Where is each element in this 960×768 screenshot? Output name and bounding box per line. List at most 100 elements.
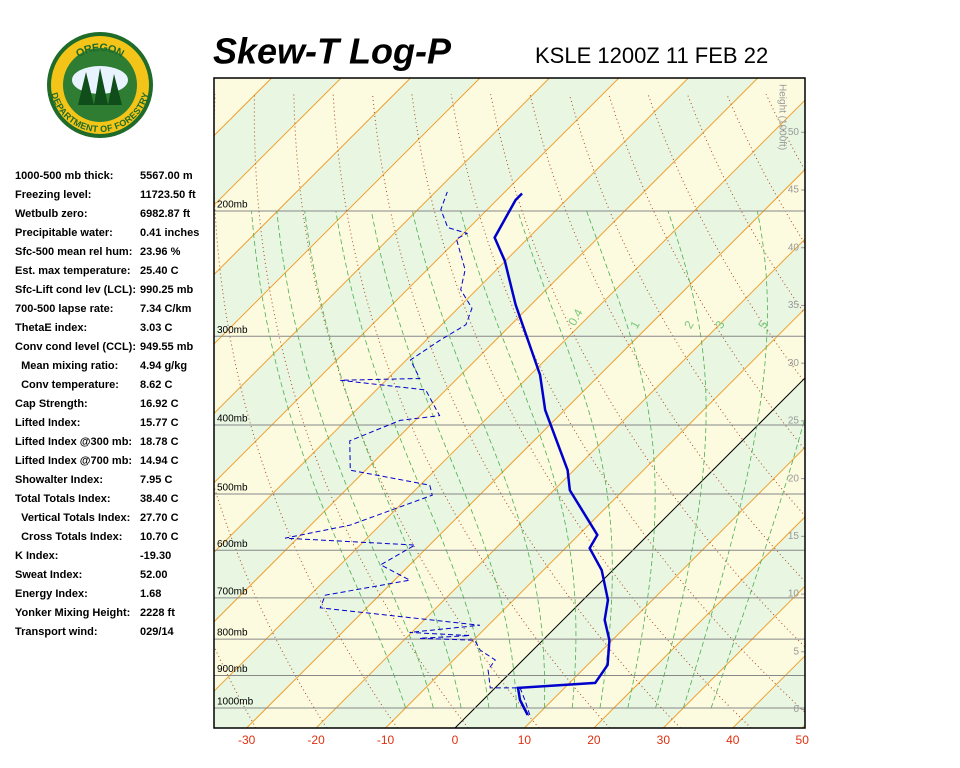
pressure-label: 600mb	[217, 539, 248, 550]
index-value: 14.94 C	[140, 455, 179, 467]
index-label: Yonker Mixing Height:	[15, 607, 130, 619]
index-label: Mean mixing ratio:	[15, 360, 118, 372]
pressure-label: 400mb	[217, 414, 248, 425]
index-value: 5567.00 m	[140, 170, 193, 182]
index-label: Sweat Index:	[15, 569, 82, 581]
index-value: 52.00	[140, 569, 168, 581]
isotherm	[214, 78, 550, 415]
index-label: Sfc-Lift cond lev (LCL):	[15, 284, 136, 296]
index-value: -19.30	[140, 550, 171, 562]
dry-adiabat	[529, 94, 805, 583]
chart-subtitle: KSLE 1200Z 11 FEB 22	[535, 43, 768, 68]
x-tick-label: 20	[587, 733, 601, 747]
dry-adiabat	[411, 94, 752, 728]
pressure-label: 500mb	[217, 483, 248, 494]
indices-table: 1000-500 mb thick: 5567.00 m Freezing leve…	[15, 170, 199, 638]
height-tick-label: 10	[788, 589, 800, 600]
index-value: 6982.87 ft	[140, 208, 190, 220]
isotherm-band	[214, 100, 805, 728]
moist-adiabat	[460, 210, 577, 709]
dry-adiabat	[924, 94, 960, 728]
isotherm-band	[214, 78, 805, 692]
index-value: 11723.50 ft	[140, 189, 196, 201]
index-label: Cross Totals Index:	[15, 531, 122, 543]
height-tick-label: 35	[788, 300, 800, 311]
index-value: 990.25 mb	[140, 284, 193, 296]
index-value: 4.94 g/kg	[140, 360, 187, 372]
isotherm	[524, 446, 805, 728]
logo: OREGON DEPARTMENT OF FORESTRY	[47, 32, 153, 138]
x-tick-label: -30	[238, 733, 256, 747]
isotherm	[246, 168, 805, 728]
index-label: Freezing level:	[15, 189, 91, 201]
logo-top-text: OREGON	[74, 42, 126, 61]
dry-adiabat	[293, 94, 540, 728]
moist-adiabat	[411, 210, 546, 708]
index-label: Lifted Index @700 mb:	[15, 455, 132, 467]
height-tick-label: 50	[788, 127, 800, 138]
index-label: Total Totals Index:	[15, 493, 111, 505]
pressure-label: 300mb	[217, 325, 248, 336]
index-label: Lifted Index @300 mb:	[15, 436, 132, 448]
isotherm	[593, 516, 805, 728]
index-value: 15.77 C	[140, 417, 179, 429]
x-tick-label: 40	[726, 733, 740, 747]
index-value: 1.68	[140, 588, 161, 600]
index-value: 7.34 C/km	[140, 303, 192, 315]
moist-adiabat	[304, 210, 462, 709]
index-value: 27.70 C	[140, 512, 179, 524]
index-label: Vertical Totals Index:	[15, 512, 130, 524]
index-label: Est. max temperature:	[15, 265, 131, 277]
index-label: Wetbulb zero:	[15, 208, 88, 220]
logo-trees	[78, 68, 122, 105]
index-label: Energy Index:	[15, 588, 88, 600]
index-value: 3.03 C	[140, 322, 172, 334]
dewpoint-line	[284, 191, 531, 716]
index-label: Precipitable water:	[15, 227, 113, 239]
index-label: Cap Strength:	[15, 398, 88, 410]
index-value: 25.40 C	[140, 265, 179, 277]
height-tick-label: 30	[788, 358, 800, 369]
pressure-label: 800mb	[217, 628, 248, 639]
index-value: 16.92 C	[140, 398, 179, 410]
index-value: 7.95 C	[140, 474, 172, 486]
index-value: 8.62 C	[140, 379, 172, 391]
index-value: 029/14	[140, 626, 175, 638]
index-label: ThetaE index:	[15, 322, 87, 334]
isotherm	[662, 585, 805, 728]
x-tick-label: -10	[377, 733, 395, 747]
index-label: K Index:	[15, 550, 58, 562]
plot-background	[214, 78, 960, 728]
height-tick-label: 40	[788, 242, 800, 253]
height-tick-label: 15	[788, 531, 800, 542]
index-label: 700-500 lapse rate:	[15, 303, 113, 315]
isotherm	[214, 78, 759, 623]
index-label: Sfc-500 mean rel hum:	[15, 246, 132, 258]
index-value: 23.96 %	[140, 246, 181, 258]
index-value: 949.55 mb	[140, 341, 193, 353]
index-value: 2228 ft	[140, 607, 175, 619]
isotherm	[214, 99, 805, 692]
pressure-label: 900mb	[217, 664, 248, 675]
x-tick-label: -20	[307, 733, 325, 747]
series-group	[284, 191, 611, 716]
index-value: 0.41 inches	[140, 227, 199, 239]
height-tick-label: 5	[793, 646, 799, 657]
index-label: Conv temperature:	[15, 379, 119, 391]
dry-adiabat	[845, 94, 960, 728]
dry-adiabat	[805, 94, 960, 728]
height-tick-label: 25	[788, 416, 800, 427]
index-label: Conv cond level (CCL):	[15, 341, 136, 353]
index-label: Showalter Index:	[15, 474, 103, 486]
isotherm	[801, 724, 805, 728]
isotherm	[214, 78, 411, 276]
isotherm	[214, 78, 620, 484]
moist-adiabat	[517, 210, 613, 709]
isotherm	[385, 307, 805, 728]
index-value: 18.78 C	[140, 436, 179, 448]
height-tick-label: 45	[788, 185, 800, 196]
height-tick-label: 0	[793, 704, 799, 715]
index-label: 1000-500 mb thick:	[15, 170, 113, 182]
